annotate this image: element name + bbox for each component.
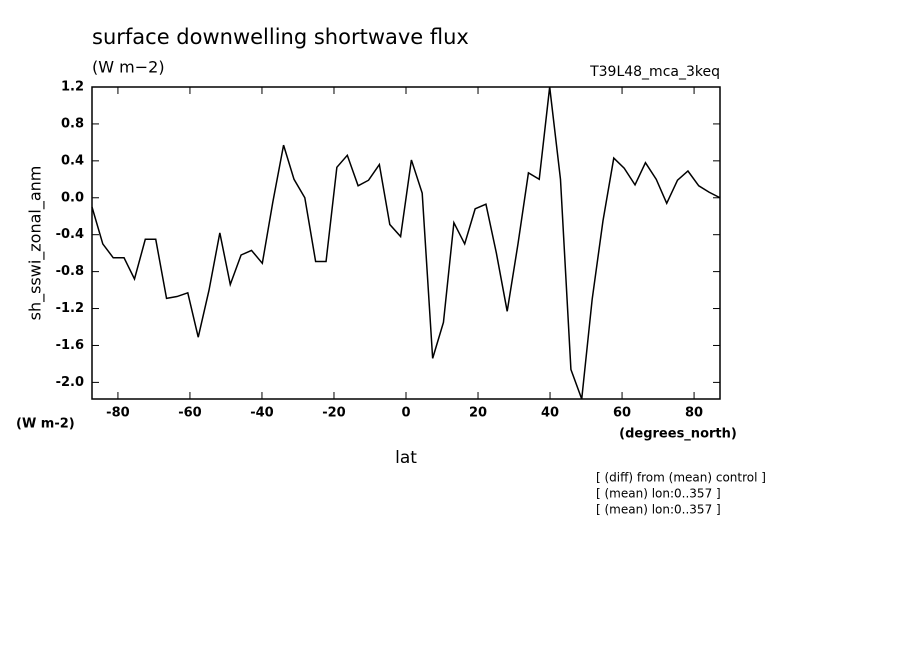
data-line	[91, 86, 721, 400]
y-tick-label: -1.6	[56, 338, 84, 353]
y-tick-label: -0.8	[56, 264, 84, 279]
y-axis-label: sh_sswi_zonal_anm	[26, 166, 46, 321]
x-tick-label: -80	[106, 406, 130, 421]
x-tick-label: -20	[322, 406, 346, 421]
x-tick-label: 80	[685, 406, 703, 421]
note: [ (mean) lon:0..357 ]	[596, 503, 721, 517]
chart-subtitle: (W m−2)	[92, 58, 165, 77]
y-tick-label: -0.4	[56, 227, 84, 242]
x-tick-label: 20	[469, 406, 487, 421]
note: [ (diff) from (mean) control ]	[596, 471, 766, 485]
y-tick-label: -1.2	[56, 301, 84, 316]
x-tick-label: -40	[250, 406, 274, 421]
y-tick-label: -2.0	[56, 375, 84, 390]
y-units: (W m-2)	[16, 417, 75, 432]
x-tick-label: 40	[541, 406, 559, 421]
x-tick-label: -60	[178, 406, 202, 421]
y-tick-label: 0.4	[61, 153, 84, 168]
x-tick-label: 60	[613, 406, 631, 421]
experiment-label: T39L48_mca_3keq	[589, 64, 720, 80]
plot-frame	[91, 86, 721, 400]
note: [ (mean) lon:0..357 ]	[596, 487, 721, 501]
y-tick-label: 1.2	[61, 80, 84, 95]
y-tick-label: 0.8	[61, 116, 84, 131]
x-tick-label: 0	[401, 406, 410, 421]
y-tick-label: 0.0	[61, 190, 84, 205]
chart-title: surface downwelling shortwave flux	[92, 25, 469, 49]
x-axis-label: lat	[395, 448, 417, 468]
x-units: (degrees_north)	[619, 427, 737, 442]
